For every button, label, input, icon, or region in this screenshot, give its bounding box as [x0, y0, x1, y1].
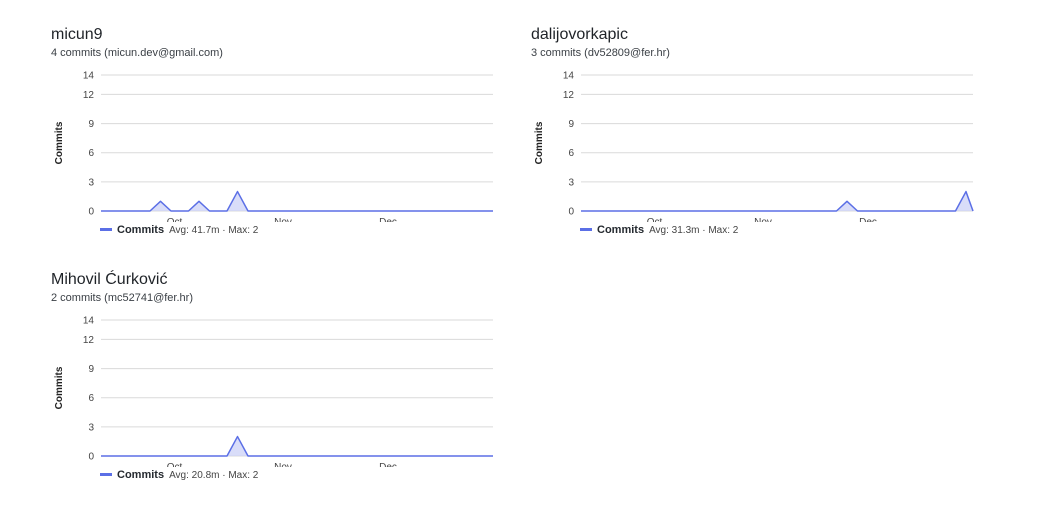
commits-area: [101, 191, 493, 211]
chart-legend: Commits Avg: 41.7m · Max: 2: [100, 224, 258, 236]
y-tick-label: 0: [568, 207, 574, 218]
commits-data-point[interactable]: [964, 190, 968, 194]
y-tick-label: 9: [88, 119, 94, 130]
commits-area: [101, 436, 493, 456]
x-tick-label: Dec: [859, 217, 877, 222]
y-tick-label: 6: [88, 148, 94, 159]
commits-area: [581, 191, 973, 211]
y-tick-label: 9: [568, 119, 574, 130]
y-tick-label: 12: [83, 335, 95, 346]
legend-stats: Avg: 20.8m · Max: 2: [169, 470, 259, 481]
y-tick-label: 12: [83, 90, 95, 101]
commits-data-point[interactable]: [845, 199, 849, 203]
y-tick-label: 14: [83, 71, 95, 82]
contributor-card: Mihovil Ćurković 2 commits (mc52741@fer.…: [51, 271, 511, 511]
commits-line: [101, 435, 493, 457]
legend-series-name: Commits: [117, 224, 165, 236]
legend-swatch: [100, 227, 112, 231]
y-tick-label: 6: [568, 148, 574, 159]
commits-line: [101, 190, 493, 212]
contributor-commit-summary: 2 commits (mc52741@fer.hr): [51, 292, 193, 304]
legend-series-name: Commits: [597, 224, 645, 236]
legend-stats: Avg: 31.3m · Max: 2: [649, 225, 739, 236]
x-tick-label: Nov: [754, 217, 772, 222]
contributor-card: dalijovorkapic 3 commits (dv52809@fer.hr…: [531, 26, 991, 266]
legend-stats: Avg: 41.7m · Max: 2: [169, 225, 259, 236]
commits-chart: 0 3 6 9 12 14 Commits Oct Nov Dec: [54, 71, 493, 222]
commits-chart: 0 3 6 9 12 14 Commits Oct Nov Dec: [54, 316, 493, 467]
y-tick-label: 6: [88, 393, 94, 404]
y-tick-label: 3: [88, 177, 94, 188]
x-tick-label: Dec: [379, 217, 397, 222]
x-tick-label: Oct: [167, 462, 183, 467]
commits-data-point[interactable]: [236, 435, 240, 439]
y-axis-label: Commits: [54, 366, 65, 409]
y-tick-label: 0: [88, 207, 94, 218]
y-tick-label: 9: [88, 364, 94, 375]
y-tick-label: 12: [563, 90, 575, 101]
contributor-commit-summary: 3 commits (dv52809@fer.hr): [531, 47, 670, 59]
commits-data-point[interactable]: [236, 190, 240, 194]
legend-series-name: Commits: [117, 469, 165, 481]
chart-legend: Commits Avg: 31.3m · Max: 2: [580, 224, 738, 236]
y-tick-label: 14: [83, 316, 95, 327]
x-tick-label: Nov: [274, 462, 292, 467]
y-tick-label: 3: [568, 177, 574, 188]
legend-swatch: [100, 472, 112, 476]
legend-swatch: [580, 227, 592, 231]
y-axis-label: Commits: [534, 121, 545, 164]
y-tick-label: 0: [88, 452, 94, 463]
commits-chart: 0 3 6 9 12 14 Commits Oct Nov Dec: [534, 71, 974, 222]
x-tick-label: Dec: [379, 462, 397, 467]
contributor-name[interactable]: Mihovil Ćurković: [51, 271, 168, 288]
contributor-name[interactable]: micun9: [51, 26, 103, 43]
contributor-commit-summary: 4 commits (micun.dev@gmail.com): [51, 47, 223, 59]
x-tick-label: Oct: [647, 217, 663, 222]
contributor-name[interactable]: dalijovorkapic: [531, 26, 628, 43]
chart-legend: Commits Avg: 20.8m · Max: 2: [100, 469, 258, 481]
x-tick-label: Nov: [274, 217, 292, 222]
y-tick-label: 14: [563, 71, 575, 82]
x-tick-label: Oct: [167, 217, 183, 222]
commits-data-point[interactable]: [159, 199, 163, 203]
y-tick-label: 3: [88, 422, 94, 433]
commits-data-point[interactable]: [197, 199, 201, 203]
commits-line: [581, 190, 974, 212]
contributor-card: micun9 4 commits (micun.dev@gmail.com) 0…: [51, 26, 511, 266]
y-axis-label: Commits: [54, 121, 65, 164]
